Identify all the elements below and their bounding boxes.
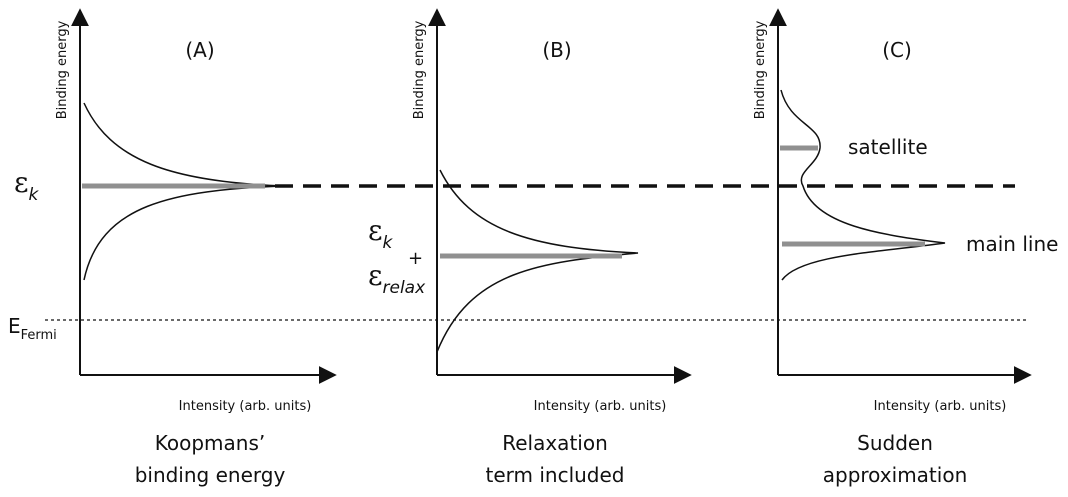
x-axis-label: Intensity (arb. units) [874, 399, 1007, 414]
caption: Relaxation [502, 431, 608, 455]
y-axis-label: Binding energy [753, 20, 768, 119]
caption: approximation [823, 463, 968, 487]
subscript: Fermi [21, 328, 57, 343]
subscript: k [383, 233, 394, 253]
panel-label: (C) [882, 38, 912, 62]
main-line-label: main line [966, 232, 1058, 256]
peak-curve [436, 169, 639, 353]
y-axis-label: Binding energy [55, 20, 70, 119]
y-axis-label: Binding energy [412, 20, 427, 119]
subscript: k [29, 185, 40, 205]
epsilon-k: εk [14, 166, 40, 205]
peak-curve [83, 102, 286, 281]
epsilon-relax: εrelax [368, 259, 426, 298]
symbol: ε [368, 259, 383, 292]
e-fermi: EFermi [8, 314, 57, 343]
satellite-label: satellite [848, 135, 928, 159]
panel-label: (B) [542, 38, 571, 62]
symbol: ε [14, 166, 29, 199]
symbol: E [8, 314, 21, 338]
caption: Koopmans’ [155, 431, 265, 455]
panel-c: (C) Binding energy Intensity (arb. units… [753, 8, 1058, 487]
symbol: ε [368, 214, 383, 247]
caption: binding energy [135, 463, 286, 487]
plus: + [408, 248, 423, 269]
panel-b: (B) Binding energy Intensity (arb. units… [412, 8, 692, 487]
x-axis-label: Intensity (arb. units) [534, 399, 667, 414]
x-axis-label: Intensity (arb. units) [179, 399, 312, 414]
epsilon-k-relax: εk [368, 214, 394, 253]
subscript: relax [383, 278, 427, 298]
caption: Sudden [857, 431, 933, 455]
panel-a: (A) Binding energy Intensity (arb. units… [55, 8, 337, 487]
panel-label: (A) [185, 38, 214, 62]
caption: term included [485, 463, 624, 487]
peak-curve [780, 89, 946, 281]
